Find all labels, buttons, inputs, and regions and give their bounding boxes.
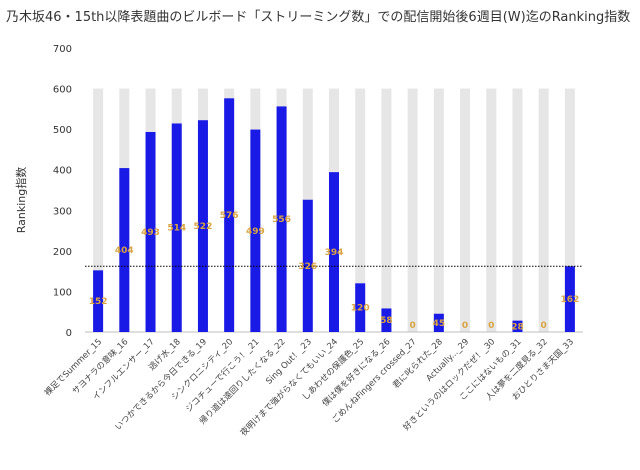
data-bar [171,123,182,332]
data-bar [224,98,235,333]
data-label: 0 [488,321,494,331]
data-label: 58 [380,316,393,326]
background-bar [564,88,575,332]
data-label: 152 [89,297,108,307]
data-label: 556 [272,215,291,225]
y-tick-label: 0 [66,328,72,339]
y-tick-label: 500 [53,125,72,136]
y-tick-label: 600 [53,85,72,96]
data-label: 162 [560,295,579,305]
data-bar [329,172,339,332]
data-label: 404 [115,246,134,256]
background-bar [460,88,471,332]
y-tick-label: 200 [53,247,72,258]
data-bar [512,320,523,332]
data-label: 522 [194,222,213,232]
data-label: 45 [433,319,446,329]
data-label: 28 [511,322,524,332]
background-bar [512,88,523,332]
x-axis-tick-labels: 裸足でSummer_15サヨナラの意味_16インフルエンサー_17逃げ水_18い… [42,336,576,438]
data-bar [381,308,392,332]
data-label: 394 [325,248,344,258]
data-bar [145,131,156,332]
data-label: 326 [298,262,317,272]
data-label: 120 [351,304,370,314]
y-axis-label: Ranking指数 [14,167,28,234]
data-label: 0 [409,321,415,331]
data-bar [355,283,366,332]
data-bar [119,168,130,332]
data-bar [433,313,444,332]
background-bar [538,88,549,332]
x-tick-label: Sing Out！_23 [264,337,314,387]
y-axis: 0 100 200 300 400 500 600 700 [53,44,583,339]
background-bar [433,88,444,332]
data-label: 0 [541,321,547,331]
background-bar [381,88,392,332]
data-bar [250,129,261,332]
data-bar [276,106,287,333]
data-bar [93,270,104,332]
data-bar [564,266,575,332]
background-bar [93,88,104,332]
background-bar [355,88,366,332]
background-bar [407,88,418,332]
y-tick-label: 400 [53,166,72,177]
data-labels: 152 404 493 514 522 576 499 556 326 394 120 58 0 45 0 0… [89,211,580,332]
data-label: 0 [462,321,468,331]
data-label: 493 [141,228,160,238]
data-bar [197,120,208,333]
data-label: 514 [167,224,186,234]
y-tick-label: 700 [53,44,72,55]
background-bar [486,88,497,332]
data-label: 576 [220,211,239,221]
data-label: 499 [246,227,265,237]
y-tick-label: 100 [53,287,72,298]
y-tick-label: 300 [53,206,72,217]
chart-title: 乃木坂46・15th以降表題曲のビルボード「ストリーミング数」での配信開始後6週… [6,10,630,25]
